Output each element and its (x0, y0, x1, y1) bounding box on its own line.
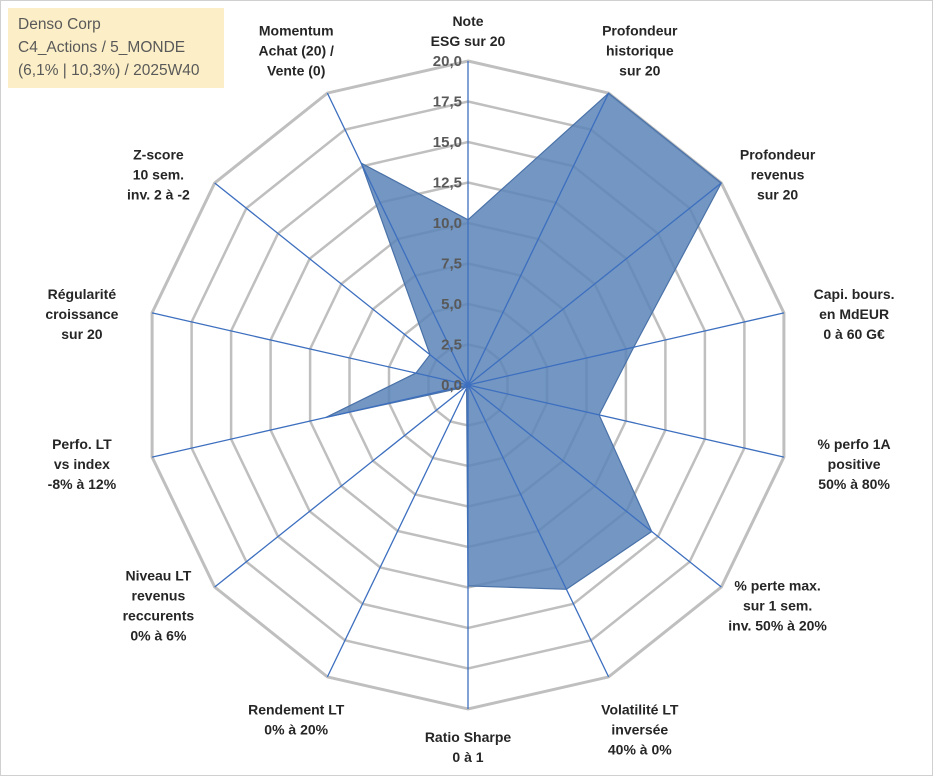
axis-label-10-line-1: vs index (54, 456, 110, 472)
axis-label-5-line-0: % perte max. (734, 578, 820, 594)
axis-label-3-line-2: 0 à 60 G€ (823, 326, 885, 342)
axis-label-12-line-1: 10 sem. (133, 166, 184, 182)
axis-label-4: % perfo 1A positive 50% à 80% (818, 436, 891, 492)
tick-label-5: 12,5 (433, 175, 462, 192)
spoke-3 (467, 312, 785, 386)
spoke-2 (467, 182, 722, 386)
axis-label-12-line-2: inv. 2 à -2 (127, 186, 190, 202)
axis-label-10-line-2: -8% à 12% (48, 476, 117, 492)
axis-label-11-line-2: sur 20 (61, 326, 102, 342)
axis-label-9-line-0: Niveau LT (125, 568, 191, 584)
title-company: Denso Corp (18, 16, 101, 33)
spoke-9 (214, 384, 469, 588)
title-category: C4_Actions / 5_MONDE (18, 39, 186, 56)
spoke-8 (326, 384, 469, 678)
tick-label-3: 7,5 (441, 256, 462, 273)
axis-label-6-line-0: Volatilité LT (601, 702, 679, 718)
axis-label-1-line-0: Profondeur (602, 23, 678, 39)
axis-label-2-line-1: revenus (751, 166, 805, 182)
spoke-4 (467, 384, 785, 458)
axis-label-10: Perfo. LT vs index -8% à 12% (48, 436, 117, 492)
axis-label-3-line-0: Capi. bours. (814, 286, 895, 302)
title-period: (6,1% | 10,3%) / 2025W40 (18, 62, 200, 79)
chart-title-box: Denso Corp C4_Actions / 5_MONDE (6,1% | … (8, 8, 224, 88)
spoke-5 (467, 384, 722, 588)
axis-label-7: Ratio Sharpe 0 à 1 (425, 729, 512, 765)
axis-label-11-line-1: croissance (45, 306, 118, 322)
axis-label-1: Profondeur historique sur 20 (602, 23, 678, 79)
axis-label-13: Momentum Achat (20) / Vente (0) (258, 23, 334, 79)
axis-label-9-line-1: revenus (132, 588, 186, 604)
tick-label-6: 15,0 (433, 134, 462, 151)
axis-label-9-line-2: reccurents (123, 608, 195, 624)
spoke-13 (326, 92, 469, 386)
axis-label-5-line-1: sur 1 sem. (743, 598, 812, 614)
label-layer: Note ESG sur 20 Profondeur historique sur 20… (45, 13, 894, 765)
axis-label-3-line-1: en MdEUR (819, 306, 889, 322)
axis-label-11: Régularité croissance sur 20 (45, 286, 118, 342)
axis-label-12: Z-score 10 sem. inv. 2 à -2 (127, 146, 190, 202)
axis-label-2-line-0: Profondeur (740, 146, 816, 162)
tick-layer: 0,0 2,5 5,0 7,5 10,0 12,5 15,0 17,5 20,0 (433, 53, 462, 394)
axis-label-3: Capi. bours. en MdEUR 0 à 60 G€ (814, 286, 895, 342)
axis-label-0: Note ESG sur 20 (431, 13, 506, 49)
axis-label-4-line-1: positive (828, 456, 881, 472)
tick-label-4: 10,0 (433, 215, 462, 232)
axis-label-7-line-0: Ratio Sharpe (425, 729, 512, 745)
tick-label-7: 17,5 (433, 94, 462, 111)
axis-label-13-line-2: Vente (0) (267, 63, 325, 79)
spoke-12 (214, 182, 469, 386)
axis-label-6-line-1: inversée (611, 722, 668, 738)
tick-label-2: 5,0 (441, 296, 462, 313)
axis-label-13-line-1: Achat (20) / (258, 43, 334, 59)
axis-label-6-line-2: 40% à 0% (608, 742, 672, 758)
axis-label-13-line-0: Momentum (259, 23, 334, 39)
axis-label-9-line-3: 0% à 6% (130, 628, 187, 644)
axis-label-10-line-0: Perfo. LT (52, 436, 112, 452)
spoke-10 (151, 384, 469, 458)
axis-label-8-line-0: Rendement LT (248, 702, 345, 718)
spoke-layer (151, 61, 785, 709)
spoke-6 (467, 384, 610, 678)
axis-label-0-line-0: Note (452, 13, 483, 29)
axis-label-8: Rendement LT 0% à 20% (248, 702, 345, 738)
axis-label-0-line-1: ESG sur 20 (431, 33, 506, 49)
axis-label-1-line-2: sur 20 (619, 63, 660, 79)
tick-label-0: 0,0 (441, 377, 462, 394)
axis-label-4-line-0: % perfo 1A (818, 436, 891, 452)
axis-label-11-line-0: Régularité (48, 286, 117, 302)
axis-label-6: Volatilité LT inversée 40% à 0% (601, 702, 679, 758)
axis-label-4-line-2: 50% à 80% (818, 476, 890, 492)
axis-label-2: Profondeur revenus sur 20 (740, 146, 816, 202)
axis-label-12-line-0: Z-score (133, 146, 184, 162)
tick-label-8: 20,0 (433, 53, 462, 70)
spoke-11 (151, 312, 469, 386)
spoke-1 (467, 92, 610, 386)
axis-label-5: % perte max. sur 1 sem. inv. 50% à 20% (728, 578, 827, 634)
axis-label-1-line-1: historique (606, 43, 674, 59)
tick-label-1: 2,5 (441, 337, 462, 354)
axis-label-7-line-1: 0 à 1 (452, 749, 483, 765)
axis-label-5-line-2: inv. 50% à 20% (728, 618, 827, 634)
axis-label-9: Niveau LT revenus reccurents 0% à 6% (123, 568, 195, 644)
axis-label-2-line-2: sur 20 (757, 186, 798, 202)
axis-label-8-line-1: 0% à 20% (264, 722, 328, 738)
